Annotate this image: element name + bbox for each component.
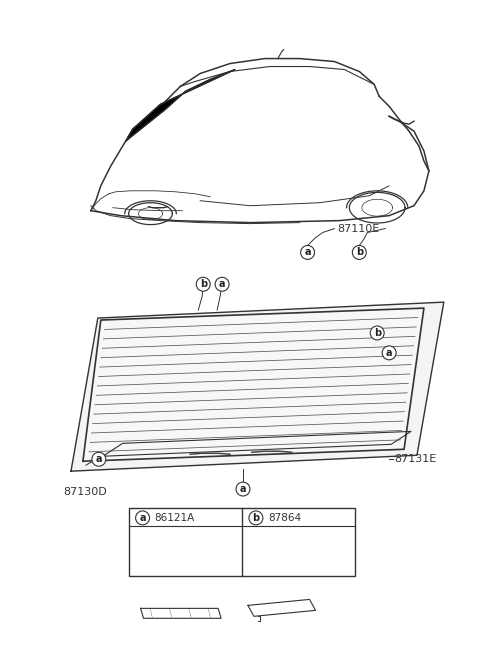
Text: 87110E: 87110E [337,223,380,234]
Text: b: b [200,279,207,290]
Text: 87864: 87864 [268,513,301,523]
Circle shape [300,246,314,259]
Text: b: b [252,513,260,523]
Circle shape [215,277,229,291]
Circle shape [236,482,250,496]
Text: a: a [240,484,246,494]
Circle shape [352,246,366,259]
Text: 86121A: 86121A [155,513,195,523]
Circle shape [382,346,396,360]
Circle shape [370,326,384,340]
Text: b: b [356,248,363,257]
Text: a: a [386,348,392,358]
Text: a: a [96,454,102,464]
Text: a: a [219,279,225,290]
Circle shape [196,277,210,291]
Bar [129,508,355,576]
Circle shape [136,511,150,525]
Text: 87131E: 87131E [394,454,436,464]
Polygon shape [71,302,444,471]
Text: b: b [373,328,381,338]
Text: a: a [304,248,311,257]
Polygon shape [83,308,424,461]
Text: a: a [139,513,146,523]
Polygon shape [126,69,235,141]
Text: 87130D: 87130D [63,487,107,497]
Circle shape [92,452,106,466]
Circle shape [249,511,263,525]
